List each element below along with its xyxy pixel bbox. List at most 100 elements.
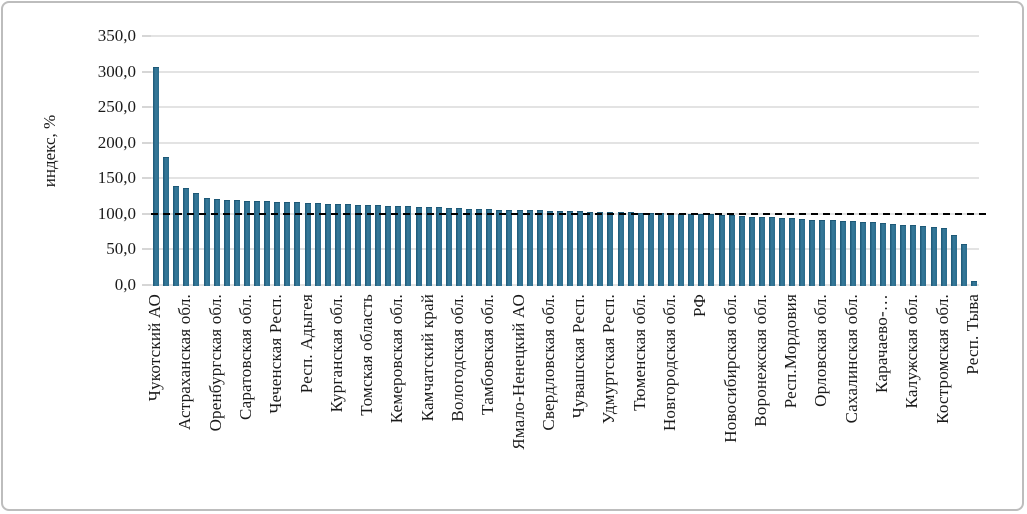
bar [627,212,634,286]
bar [476,208,483,286]
bar [718,214,725,286]
axis-tick [142,35,151,37]
bar [556,211,563,286]
x-axis-label: Тамбовская обл. [478,294,498,415]
x-axis-label: Курганская обл. [326,294,346,413]
bar [839,220,846,286]
bar [940,228,947,286]
bar [900,224,907,286]
bar [668,213,675,286]
bar [657,213,664,286]
y-tick-label: 0,0 [114,275,136,294]
bar [769,217,775,286]
x-axis-label: Воронежская обл. [750,294,770,427]
x-axis-label: Чукотский АО [145,294,165,402]
bar [950,235,957,286]
bar [647,213,654,286]
bar [789,218,796,286]
bar [183,187,190,286]
bar [375,205,382,286]
x-axis-label: Сахалинская обл. [841,294,861,424]
bar [405,206,412,286]
bar [728,215,735,286]
x-axis-label: Камчатский край [417,294,437,422]
bar [809,219,816,286]
y-tick-label: 100,0 [97,203,136,223]
axis-tick [142,212,151,215]
x-axis-label: Саратовская обл. [235,294,255,420]
bar [264,201,271,286]
bar [415,206,422,286]
bar [516,209,523,286]
x-axis-label: Тюменская обл. [629,294,649,411]
x-axis-label: Свердловская обл. [538,294,558,431]
bar [355,204,361,286]
axis-tick [142,141,151,144]
x-axis-label: Респ. Адыгея [296,294,316,394]
bar [385,205,392,286]
reference-line-100 [151,212,987,215]
bar [243,200,250,286]
x-axis-label: Респ.Мордовия [781,294,801,409]
bar [435,207,442,286]
x-axis-label: Чеченская Респ. [266,294,286,414]
bar [173,186,180,286]
x-axis-label: Удмуртская Респ. [599,294,619,424]
bar [445,207,452,286]
bar [365,204,372,286]
x-axis-label: Кемеровская обл. [387,294,407,424]
bar [869,222,876,286]
bar [344,204,351,286]
bar [496,209,503,286]
bar [425,207,432,286]
bar [455,208,462,286]
bar [859,221,866,286]
bar [536,210,543,286]
bar [748,216,755,286]
x-axis-label: Карачаево-… [872,294,892,393]
bar [506,209,513,286]
x-axis-label: Калужская обл. [902,294,922,409]
bar [324,203,331,286]
x-axis-label: Томская область [357,294,377,416]
bar [395,206,402,286]
bar [738,215,745,286]
bar [193,192,200,286]
bar [799,218,806,286]
bar [223,199,230,286]
x-axis-label: Чувашская Респ. [569,294,589,419]
axis-tick [142,106,151,109]
bar [546,210,553,286]
y-tick-label: 200,0 [97,132,136,152]
bar [314,203,321,286]
gridline [151,248,979,251]
y-axis-title: индекс, % [40,114,59,188]
x-axis-label: Вологодская обл. [447,294,467,422]
gridline [151,141,979,144]
axis-tick [142,248,151,251]
bar [466,208,473,286]
bar [587,211,594,286]
bar [688,213,695,286]
gridline [151,70,979,73]
x-axis-label: Новосибирская обл. [720,294,740,443]
bar [890,223,897,286]
bar [284,202,291,286]
bar [526,210,533,286]
axis-tick [142,177,151,180]
bar [708,214,715,286]
x-axis-label: Ямало-Ненецкий АО [508,294,528,450]
bar [920,225,927,286]
gridline [151,106,979,109]
bar [203,198,210,286]
bar [294,202,301,286]
x-axis-label: Астраханская обл. [175,294,195,431]
bar [486,209,493,286]
x-axis-label: РФ [690,294,710,317]
y-tick-label: 250,0 [97,97,136,117]
x-axis-label: Оренбургская обл. [205,294,225,432]
x-axis-label: Респ. Тыва [962,294,982,375]
bar [698,213,705,286]
bar [829,220,836,286]
bar [153,66,160,286]
